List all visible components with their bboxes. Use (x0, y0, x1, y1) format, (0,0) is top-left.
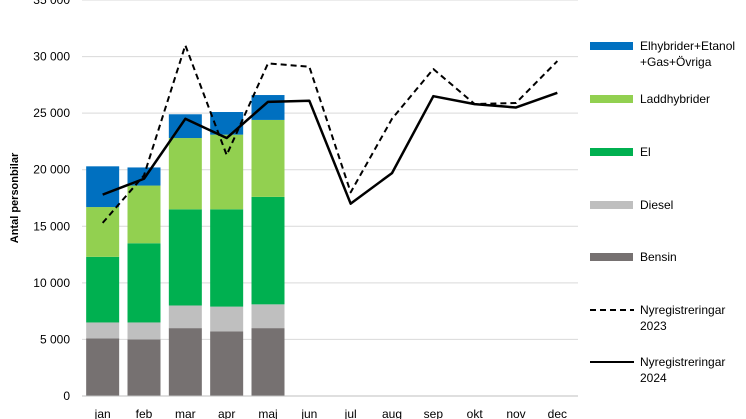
legend-swatch (590, 95, 633, 103)
trend-lines (101, 44, 559, 224)
legend-label: Nyregistreringar (640, 303, 725, 317)
bar-segment (86, 207, 120, 257)
bar-segment (210, 209, 244, 307)
legend-label: Nyregistreringar (640, 355, 725, 369)
y-tick-label: 5 000 (40, 332, 70, 346)
y-tick-label: 0 (63, 389, 70, 403)
y-tick-label: 25 000 (33, 106, 70, 120)
bar-segment (127, 185, 161, 244)
bar-segment (127, 339, 161, 396)
y-tick-label: 20 000 (33, 163, 70, 177)
legend-label: 2024 (640, 371, 667, 385)
legend-swatch (590, 42, 633, 50)
bar-segment (168, 209, 202, 306)
bar-segment (86, 322, 120, 339)
bar-segment (210, 306, 244, 332)
legend-label: +Gas+Övriga (640, 55, 712, 69)
bar-segment (86, 166, 120, 208)
bar-segment (86, 338, 120, 396)
bar-segment (210, 134, 244, 210)
x-tick-label: apr (218, 407, 235, 419)
legend-label: Laddhybrider (640, 92, 710, 106)
x-tick-label: jul (344, 407, 357, 419)
x-tick-label: maj (258, 407, 277, 419)
legend-swatch (590, 201, 633, 209)
bar-segment (86, 256, 120, 323)
bar-segment (251, 328, 285, 396)
legend-label: Elhybrider+Etanol (640, 39, 735, 53)
x-tick-label: feb (136, 407, 153, 419)
y-tick-label: 30 000 (33, 50, 70, 64)
bar-segment (210, 112, 244, 135)
gridlines (82, 0, 578, 340)
x-tick-label: jan (94, 407, 111, 419)
bar-segment (168, 138, 202, 210)
y-tick-label: 15 000 (33, 219, 70, 233)
bar-segment (127, 243, 161, 323)
y-tick-label: 10 000 (33, 276, 70, 290)
legend-swatch (590, 253, 633, 261)
y-axis-title: Antal personbilar (9, 152, 21, 243)
x-tick-label: jun (300, 407, 317, 419)
legend-swatch (590, 148, 633, 156)
legend-label: El (640, 145, 651, 159)
line-2024 (102, 91, 558, 205)
x-tick-label: okt (467, 407, 484, 419)
x-tick-label: aug (382, 407, 402, 419)
x-tick-label: dec (548, 407, 567, 419)
bar-segment (251, 304, 285, 329)
x-tick-label: nov (506, 407, 525, 419)
stacked-bars (86, 95, 285, 396)
bar-segment (127, 322, 161, 340)
bar-segment (251, 196, 285, 305)
legend-label: 2023 (640, 319, 667, 333)
bar-segment (168, 328, 202, 396)
bar-segment (251, 119, 285, 197)
legend: Elhybrider+Etanol +Gas+Övriga Laddhybrider… (590, 39, 735, 385)
y-tick-label: 35 000 (33, 0, 70, 7)
legend-label: Diesel (640, 198, 673, 212)
bar-segment (251, 95, 285, 120)
bar-segment (168, 305, 202, 329)
bar-segment (210, 331, 244, 396)
legend-label: Bensin (640, 250, 677, 264)
axes: 0 5 000 10 000 15 000 20 000 25 000 30 000 35 0… (9, 0, 578, 419)
x-tick-label: sep (424, 407, 444, 419)
x-tick-label: mar (175, 407, 196, 419)
